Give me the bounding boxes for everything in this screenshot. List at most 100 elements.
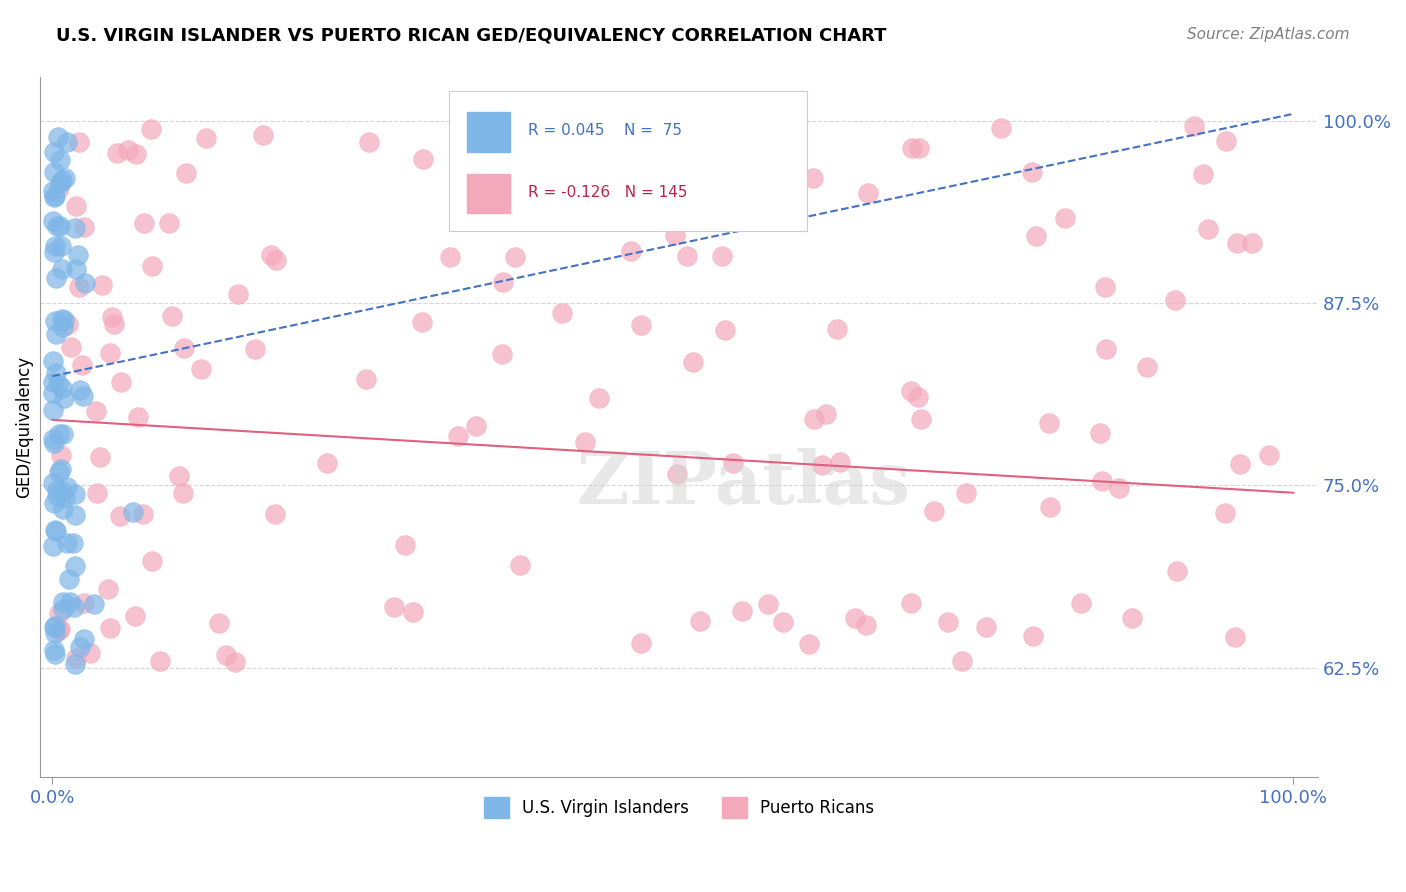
Point: [172, 485, 194, 500]
Point: [157, 216, 180, 230]
Point: [228, 287, 250, 301]
Point: [45, 270, 67, 285]
Point: [354, 372, 377, 386]
Point: [65, 650, 87, 665]
Point: [101, 310, 124, 324]
Point: [856, 186, 879, 200]
Point: [149, 654, 172, 668]
Text: U.S. VIRGIN ISLANDER VS PUERTO RICAN GED/EQUIVALENCY CORRELATION CHART: U.S. VIRGIN ISLANDER VS PUERTO RICAN GED…: [56, 27, 887, 45]
Point: [49, 462, 72, 476]
Point: [252, 128, 274, 143]
Point: [243, 342, 266, 356]
Point: [132, 215, 155, 229]
Point: [83, 597, 105, 611]
Point: [551, 306, 574, 320]
Point: [394, 538, 416, 552]
Point: [124, 609, 146, 624]
Point: [45, 524, 67, 539]
Point: [844, 611, 866, 625]
Point: [51, 483, 73, 498]
Point: [900, 384, 922, 399]
Point: [63, 221, 86, 235]
Point: [48, 606, 70, 620]
Point: [359, 135, 381, 149]
Point: [910, 412, 932, 426]
Point: [44, 618, 66, 632]
Point: [42, 436, 65, 450]
Point: [1088, 426, 1111, 441]
Point: [411, 315, 433, 329]
Point: [756, 597, 779, 611]
Point: [1240, 235, 1263, 250]
Point: [224, 655, 246, 669]
Point: [53, 491, 76, 505]
Point: [75, 277, 97, 291]
Point: [689, 614, 711, 628]
Point: [711, 249, 734, 263]
Point: [98, 346, 121, 360]
Point: [1021, 165, 1043, 179]
Point: [52, 601, 75, 615]
Point: [122, 505, 145, 519]
Point: [1229, 458, 1251, 472]
Point: [728, 130, 751, 145]
Point: [194, 131, 217, 145]
Point: [713, 323, 735, 337]
Point: [581, 141, 603, 155]
Point: [1198, 221, 1220, 235]
Point: [1039, 500, 1062, 515]
Point: [127, 410, 149, 425]
Point: [936, 615, 959, 629]
Point: [51, 261, 73, 276]
Point: [208, 616, 231, 631]
Point: [52, 595, 75, 609]
Point: [1108, 481, 1130, 495]
Point: [173, 341, 195, 355]
Point: [62, 535, 84, 549]
Point: [42, 213, 65, 227]
Point: [1136, 360, 1159, 375]
Point: [42, 185, 65, 199]
Point: [176, 166, 198, 180]
Point: [59, 341, 82, 355]
Point: [976, 620, 998, 634]
Point: [42, 496, 65, 510]
Point: [139, 121, 162, 136]
Point: [52, 502, 75, 516]
Point: [446, 429, 468, 443]
Point: [801, 171, 824, 186]
Point: [1215, 134, 1237, 148]
Point: [1213, 507, 1236, 521]
Point: [700, 121, 723, 136]
Point: [42, 164, 65, 178]
Point: [630, 636, 652, 650]
Point: [65, 262, 87, 277]
Point: [46, 377, 69, 392]
Point: [49, 622, 72, 636]
Point: [1257, 448, 1279, 462]
Point: [49, 176, 72, 190]
Point: [190, 362, 212, 376]
Point: [63, 657, 86, 671]
Point: [1182, 120, 1205, 134]
Point: [56, 536, 79, 550]
Point: [486, 118, 509, 132]
Point: [908, 141, 931, 155]
Point: [828, 455, 851, 469]
Point: [42, 354, 65, 368]
Point: [1164, 293, 1187, 307]
Point: [922, 504, 945, 518]
Point: [1192, 168, 1215, 182]
Point: [402, 605, 425, 619]
Point: [1225, 630, 1247, 644]
Point: [73, 596, 96, 610]
Point: [44, 625, 66, 640]
Point: [1070, 596, 1092, 610]
Point: [108, 508, 131, 523]
Point: [42, 385, 65, 400]
Point: [48, 427, 70, 442]
Point: [260, 248, 283, 262]
Point: [42, 375, 65, 389]
Point: [901, 141, 924, 155]
Point: [42, 145, 65, 160]
